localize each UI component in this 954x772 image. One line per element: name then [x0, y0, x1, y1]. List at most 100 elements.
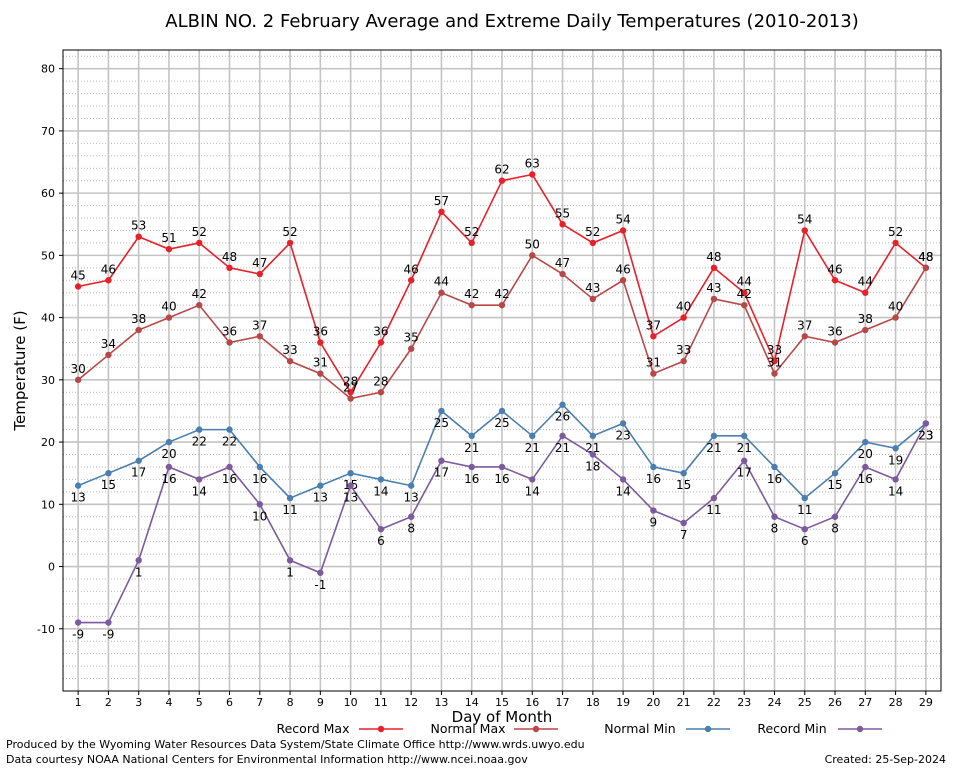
data-point-normal-max — [438, 289, 445, 296]
data-label-normal-max: 27 — [343, 381, 358, 395]
data-label-normal-min: 19 — [888, 453, 903, 467]
data-label-record-max: 62 — [494, 163, 509, 177]
data-point-record-max — [256, 270, 263, 278]
data-label-normal-min: 23 — [615, 428, 630, 442]
data-point-normal-max — [407, 345, 415, 352]
data-label-normal-max: 44 — [434, 275, 449, 289]
data-label-normal-min: 20 — [161, 447, 176, 461]
y-tick-label: 60 — [41, 187, 55, 200]
data-point-record-max — [377, 339, 385, 346]
data-point-normal-min — [529, 432, 536, 440]
data-label-normal-max: 43 — [706, 281, 721, 295]
data-point-normal-max — [286, 357, 294, 365]
data-label-record-min: 16 — [858, 472, 873, 486]
data-label-record-min: 17 — [737, 466, 752, 480]
x-tick-label: 3 — [135, 696, 142, 709]
data-label-normal-max: 40 — [161, 300, 176, 314]
data-point-normal-max — [196, 301, 203, 309]
x-tick-label: 12 — [404, 696, 418, 709]
data-point-normal-min — [377, 476, 385, 483]
x-tick-label: 15 — [495, 696, 509, 709]
data-point-normal-min — [165, 438, 173, 446]
data-point-normal-min — [801, 494, 808, 502]
data-point-normal-max — [801, 333, 808, 340]
data-label-normal-min: 21 — [525, 441, 540, 455]
data-point-record-max — [105, 277, 112, 284]
data-point-normal-max — [165, 314, 173, 321]
data-label-record-min: 6 — [801, 534, 809, 548]
data-label-normal-max: 31 — [646, 356, 661, 370]
data-point-record-max — [529, 171, 536, 178]
data-point-normal-max — [559, 270, 566, 278]
x-tick-label: 13 — [434, 696, 448, 709]
data-point-normal-min — [831, 469, 839, 477]
series-record-max: 45 46 53 51 52 48 47 52 36 28 36 46 57 52 62 63 55 52 54 37… — [70, 156, 934, 396]
y-tick-label: 0 — [48, 561, 55, 574]
data-point-record-max — [680, 314, 687, 321]
data-label-record-min: -1 — [314, 578, 326, 592]
data-point-record-min — [105, 619, 112, 626]
data-label-normal-min: 11 — [797, 503, 812, 517]
data-label-record-min: 7 — [680, 528, 688, 542]
data-point-normal-max — [589, 295, 597, 303]
data-point-record-max — [468, 239, 475, 247]
data-label-normal-max: 30 — [70, 362, 85, 376]
data-label-record-min: 13 — [343, 491, 358, 505]
data-point-record-max — [226, 264, 233, 272]
data-label-record-min: 14 — [888, 484, 903, 498]
data-point-normal-max — [105, 351, 112, 359]
x-axis-label: Day of Month — [452, 708, 553, 726]
data-point-record-max — [165, 245, 173, 253]
legend-label-record-min: Record Min — [757, 721, 826, 736]
data-point-normal-max — [831, 339, 839, 346]
data-point-normal-min — [74, 482, 82, 489]
x-tick-label: 19 — [616, 696, 630, 709]
legend-marker-record-max — [377, 725, 385, 733]
data-point-normal-max — [892, 314, 899, 321]
data-point-record-min — [831, 513, 839, 520]
data-point-normal-min — [741, 432, 748, 440]
data-label-normal-min: 26 — [555, 410, 570, 424]
data-point-record-min — [165, 463, 173, 471]
data-label-record-max: 52 — [282, 225, 297, 239]
data-point-record-max — [650, 333, 657, 340]
data-label-normal-min: 15 — [676, 478, 691, 492]
legend-marker-normal-min — [704, 725, 712, 733]
x-tick-label: 26 — [828, 696, 842, 709]
data-point-normal-min — [559, 401, 566, 408]
data-point-normal-min — [589, 432, 597, 440]
data-label-record-min: 17 — [434, 466, 449, 480]
data-point-record-min — [135, 557, 142, 564]
data-point-normal-min — [196, 426, 203, 433]
data-label-normal-max: 37 — [797, 318, 812, 332]
x-tick-label: 6 — [226, 696, 233, 709]
data-label-record-min: 14 — [192, 484, 207, 498]
data-point-record-min — [589, 451, 597, 458]
data-label-normal-min: 21 — [464, 441, 479, 455]
data-point-normal-min — [650, 463, 657, 471]
data-point-normal-max — [135, 326, 142, 334]
data-label-record-max: 33 — [767, 343, 782, 357]
legend-label-normal-max: Normal Max — [430, 721, 505, 736]
data-label-normal-min: 14 — [373, 484, 388, 498]
x-tick-label: 5 — [196, 696, 203, 709]
data-point-record-min — [529, 476, 536, 483]
data-label-normal-min: 22 — [222, 435, 237, 449]
x-tick-label: 7 — [256, 696, 263, 709]
legend-label-normal-min: Normal Min — [604, 721, 675, 736]
y-tick-label: 30 — [41, 374, 55, 387]
data-point-record-min — [498, 463, 506, 471]
data-label-record-min: 1 — [135, 565, 143, 579]
data-point-normal-min — [317, 482, 324, 489]
data-label-record-max: 48 — [918, 250, 933, 264]
data-label-record-min: 8 — [831, 522, 839, 536]
data-label-normal-min: 13 — [404, 491, 419, 505]
data-label-normal-min: 22 — [192, 435, 207, 449]
data-point-record-min — [710, 494, 718, 502]
data-point-normal-max — [377, 389, 385, 396]
data-point-normal-min — [892, 445, 899, 452]
data-label-normal-min: 11 — [282, 503, 297, 517]
x-tick-label: 25 — [798, 696, 812, 709]
x-tick-label: 24 — [767, 696, 781, 709]
